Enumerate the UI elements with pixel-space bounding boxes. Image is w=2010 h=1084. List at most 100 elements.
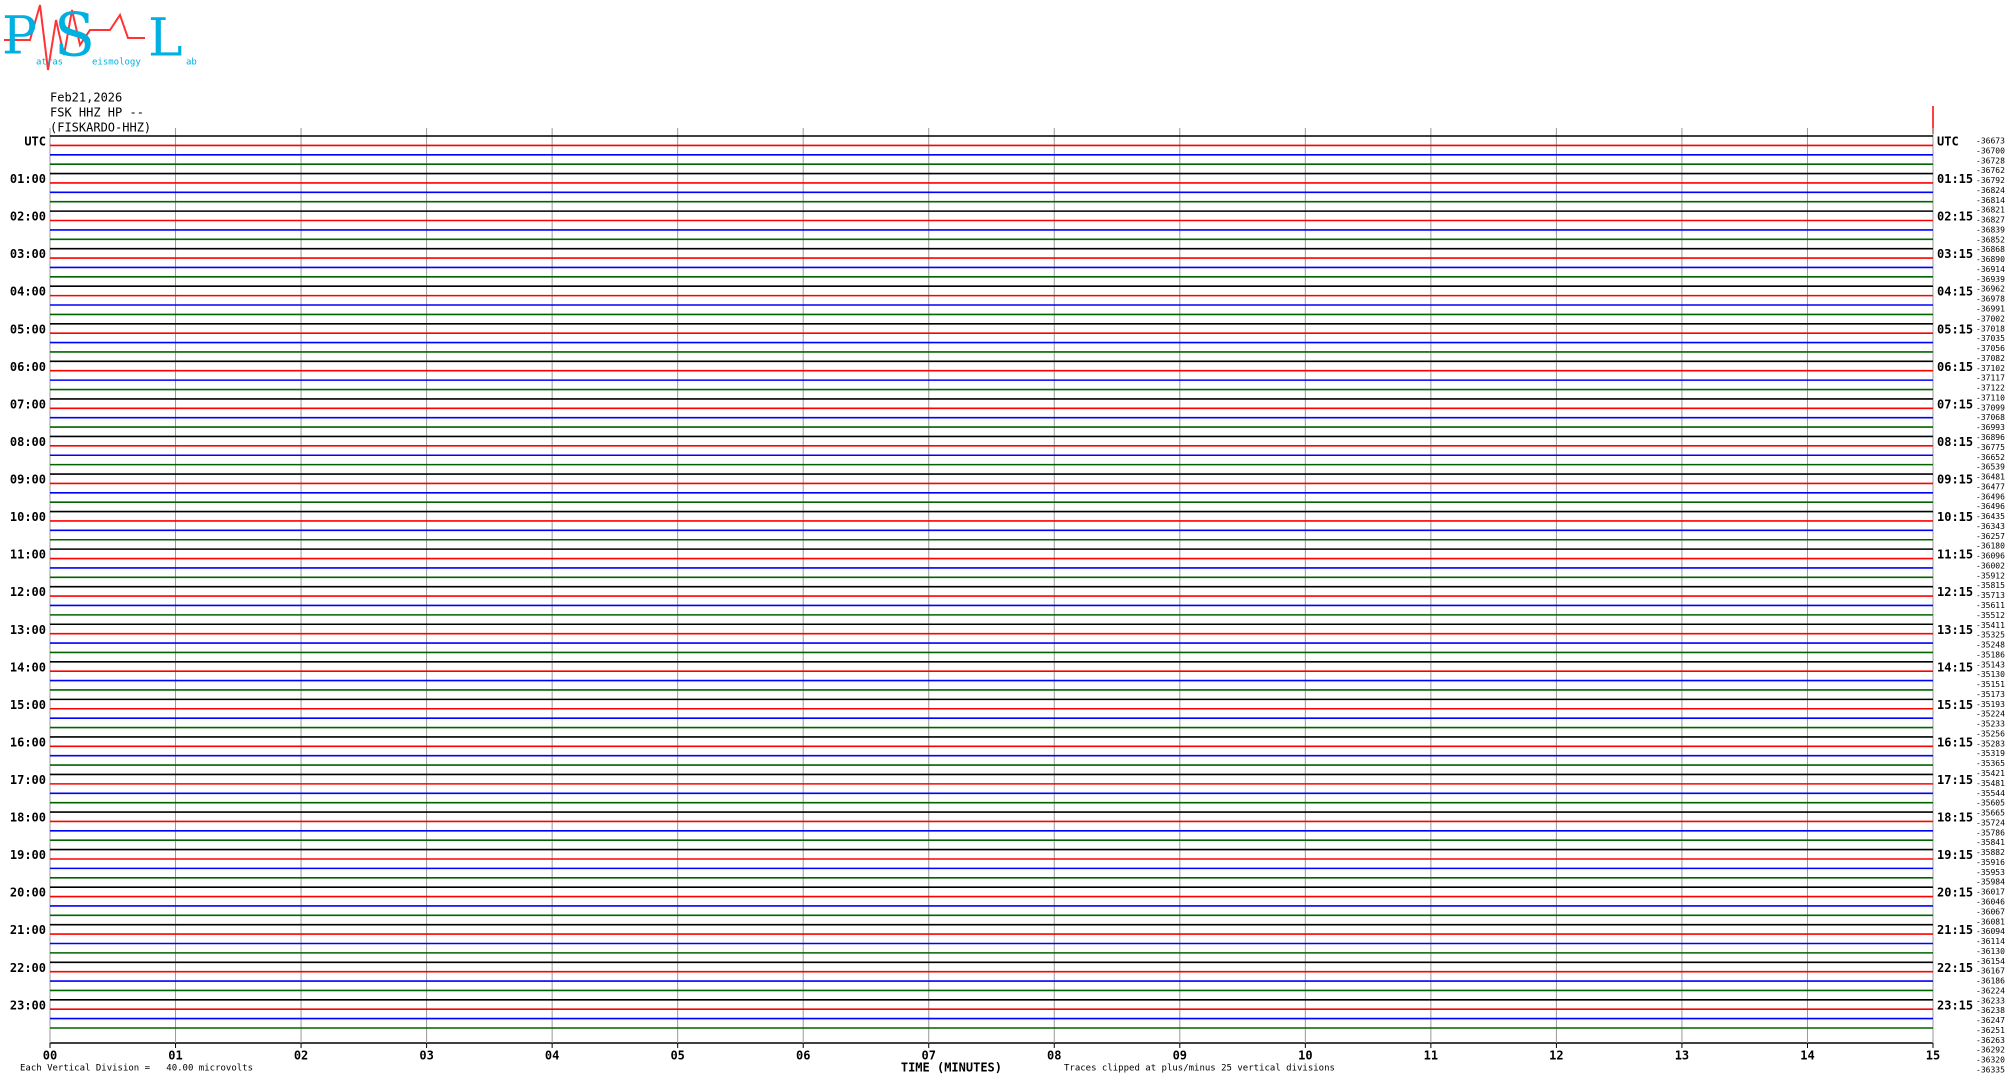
- x-tick-label: 02: [294, 1049, 308, 1063]
- row-value: -36096: [1976, 552, 2005, 561]
- row-value: -37099: [1976, 403, 2005, 412]
- x-tick-label: 14: [1800, 1049, 1814, 1063]
- logo: P S L atras eismology ab: [2, 1, 197, 71]
- x-tick-label: 06: [796, 1049, 810, 1063]
- row-value: -36991: [1976, 305, 2005, 314]
- hour-label: 23:15: [1937, 998, 1973, 1012]
- x-tick-label: 09: [1173, 1049, 1187, 1063]
- x-tick-label: 04: [545, 1049, 559, 1063]
- row-value: -35912: [1976, 571, 2005, 580]
- row-value: -35319: [1976, 749, 2005, 758]
- hour-label: 07:00: [10, 397, 46, 411]
- hour-label: 04:15: [1937, 285, 1973, 299]
- hour-label: 07:15: [1937, 397, 1973, 411]
- row-value: -35916: [1976, 858, 2005, 867]
- row-value: -36130: [1976, 947, 2005, 956]
- row-value: -36914: [1976, 265, 2005, 274]
- row-value: -35724: [1976, 818, 2005, 827]
- hour-label: 13:15: [1937, 623, 1973, 637]
- hour-label: 21:00: [10, 923, 46, 937]
- row-value: -36343: [1976, 522, 2005, 531]
- x-tick-label: 03: [419, 1049, 433, 1063]
- row-value: -35984: [1976, 878, 2005, 887]
- hour-label: 23:00: [10, 998, 46, 1012]
- row-value: -36257: [1976, 532, 2005, 541]
- row-value: -36939: [1976, 275, 2005, 284]
- hour-label: 19:00: [10, 848, 46, 862]
- hour-label: 11:00: [10, 548, 46, 562]
- row-value: -35186: [1976, 650, 2005, 659]
- row-value: -37068: [1976, 413, 2005, 422]
- x-tick-label: 11: [1424, 1049, 1438, 1063]
- hour-label: 02:15: [1937, 210, 1973, 224]
- row-value: -35233: [1976, 720, 2005, 729]
- hour-label: 01:00: [10, 172, 46, 186]
- hour-label: 20:15: [1937, 886, 1973, 900]
- hour-label: 09:00: [10, 473, 46, 487]
- row-value: -36247: [1976, 1016, 2005, 1025]
- hour-label: 17:15: [1937, 773, 1973, 787]
- hour-label: 22:00: [10, 961, 46, 975]
- hour-label: 12:00: [10, 585, 46, 599]
- row-value: -36762: [1976, 166, 2005, 175]
- row-value: -36814: [1976, 196, 2005, 205]
- row-value: -37056: [1976, 344, 2005, 353]
- logo-wave: [4, 4, 145, 71]
- row-value: -37102: [1976, 364, 2005, 373]
- hour-label: 16:00: [10, 735, 46, 749]
- row-value: -35256: [1976, 729, 2005, 738]
- row-value: -35882: [1976, 848, 2005, 857]
- x-tick-label: 07: [922, 1049, 936, 1063]
- x-axis-label: TIME (MINUTES): [901, 1061, 1002, 1075]
- row-value: -36868: [1976, 245, 2005, 254]
- logo-letter: P: [2, 7, 37, 67]
- logo-word: atras: [36, 58, 63, 68]
- row-value: -36114: [1976, 937, 2005, 946]
- hour-label: 12:15: [1937, 585, 1973, 599]
- row-value: -36477: [1976, 482, 2005, 491]
- row-value: -36821: [1976, 206, 2005, 215]
- footer-note: Each Vertical Division = 40.00 microvolt…: [20, 1064, 253, 1074]
- hour-label: 14:00: [10, 660, 46, 674]
- row-value: -35786: [1976, 828, 2005, 837]
- row-value: -36263: [1976, 1036, 2005, 1045]
- row-value: -35411: [1976, 621, 2005, 630]
- row-value: -36652: [1976, 453, 2005, 462]
- row-value: -36700: [1976, 146, 2005, 155]
- row-value: -36335: [1976, 1066, 2005, 1075]
- hour-label: 08:15: [1937, 435, 1973, 449]
- row-value: -35605: [1976, 799, 2005, 808]
- hour-label: 21:15: [1937, 923, 1973, 937]
- row-value: -36002: [1976, 561, 2005, 570]
- hour-label: 15:00: [10, 698, 46, 712]
- row-value: -36728: [1976, 156, 2005, 165]
- row-value: -36978: [1976, 295, 2005, 304]
- row-value: -36539: [1976, 463, 2005, 472]
- row-value: -36896: [1976, 433, 2005, 442]
- hour-label: 06:15: [1937, 360, 1973, 374]
- row-value: -36046: [1976, 897, 2005, 906]
- hour-label: UTC: [1937, 135, 1959, 149]
- logo-word: eismology: [92, 58, 141, 68]
- row-value: -37110: [1976, 393, 2005, 402]
- row-value: -36224: [1976, 986, 2005, 995]
- row-value: -35665: [1976, 809, 2005, 818]
- logo-letter: L: [148, 9, 183, 69]
- row-value: -36792: [1976, 176, 2005, 185]
- row-value: -35248: [1976, 641, 2005, 650]
- x-tick-label: 15: [1926, 1049, 1940, 1063]
- row-value: -35365: [1976, 759, 2005, 768]
- logo-word: ab: [186, 58, 197, 68]
- x-tick-label: 05: [670, 1049, 684, 1063]
- hour-label: 01:15: [1937, 172, 1973, 186]
- row-value: -37082: [1976, 354, 2005, 363]
- footer-note: Traces clipped at plus/minus 25 vertical…: [1064, 1064, 1335, 1074]
- row-value: -36017: [1976, 888, 2005, 897]
- row-value: -36251: [1976, 1026, 2005, 1035]
- hour-label: 15:15: [1937, 698, 1973, 712]
- row-value: -36292: [1976, 1046, 2005, 1055]
- row-value: -36962: [1976, 285, 2005, 294]
- row-value: -36496: [1976, 502, 2005, 511]
- logo-letter: S: [54, 1, 95, 71]
